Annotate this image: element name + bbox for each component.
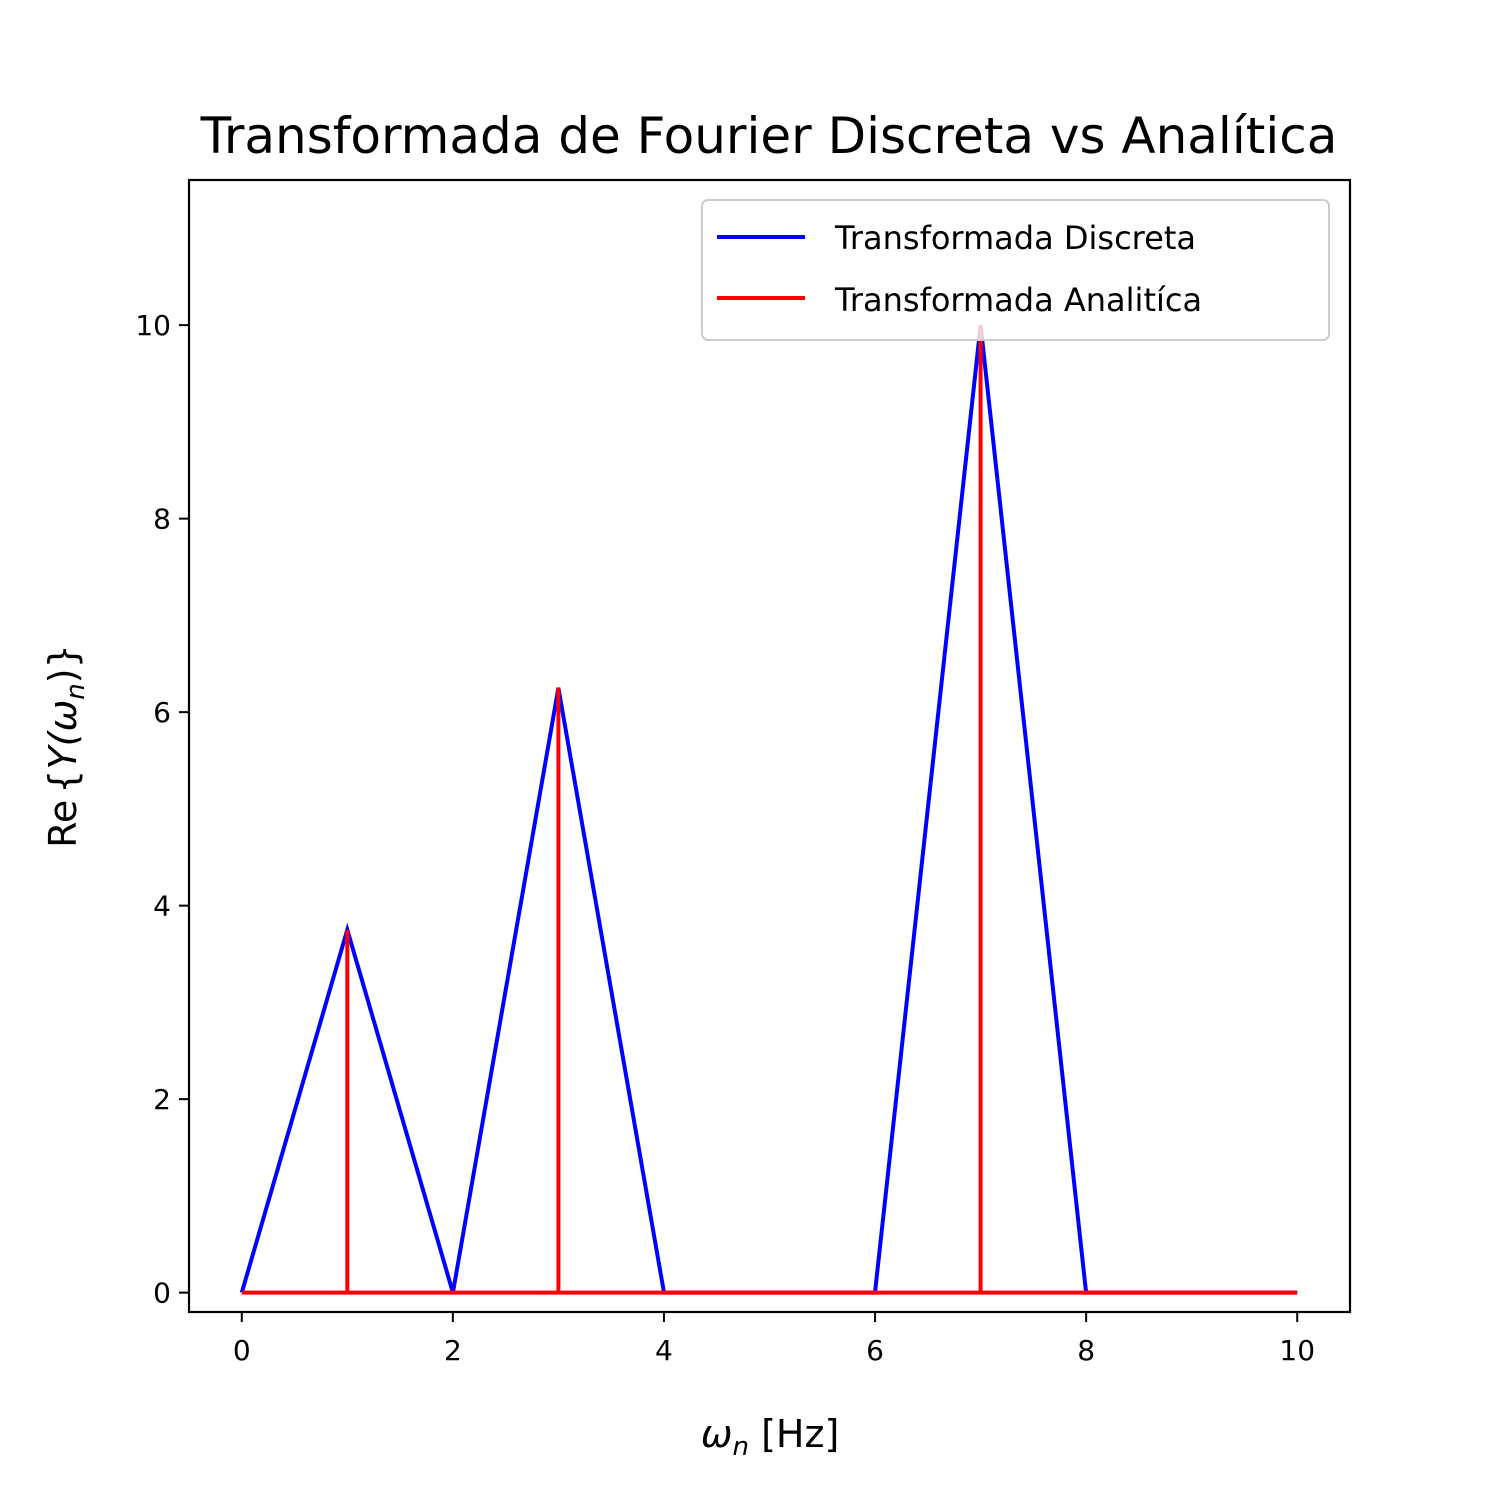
y-axis-label: Re{Y(ωn)}	[41, 644, 91, 848]
plot-area	[239, 324, 1298, 1295]
chart-title: Transformada de Fourier Discreta vs Anal…	[200, 107, 1338, 165]
x-tick-label-2: 2	[444, 1334, 462, 1367]
x-tick-label-4: 4	[655, 1334, 673, 1367]
y-tick-label-4: 4	[153, 890, 171, 923]
y-tick-label-2: 2	[153, 1083, 171, 1116]
y-tick-label-8: 8	[153, 503, 171, 536]
x-tick-label-8: 8	[1077, 1334, 1095, 1367]
x-tick-label-10: 10	[1279, 1334, 1315, 1367]
y-tick-label-0: 0	[153, 1277, 171, 1310]
x-tick-label-6: 6	[866, 1334, 884, 1367]
legend: Transformada Discreta Transformada Anali…	[701, 199, 1330, 341]
legend-box	[701, 199, 1330, 341]
legend-label-discreta: Transformada Discreta	[834, 219, 1196, 257]
y-tick-label-6: 6	[153, 696, 171, 729]
x-axis-label: ωn [Hz]	[701, 1412, 840, 1462]
x-tick-label-0: 0	[233, 1334, 251, 1367]
ticks: 0 2 4 6 8 10 0 2 4 6 8 10	[135, 309, 1315, 1367]
legend-label-analitica: Transformada Analitíca	[834, 281, 1202, 319]
axes-frame	[187, 178, 1352, 1314]
y-tick-label-10: 10	[135, 309, 171, 342]
